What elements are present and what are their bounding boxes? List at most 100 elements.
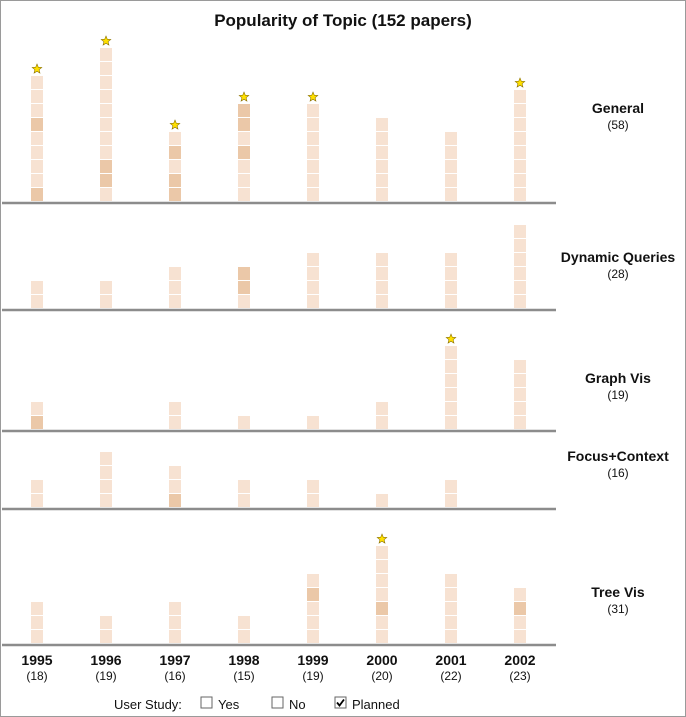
paper-block[interactable] [307, 295, 319, 308]
paper-block[interactable] [514, 388, 526, 401]
paper-block[interactable] [31, 630, 43, 643]
paper-block[interactable] [307, 630, 319, 643]
paper-block[interactable] [169, 160, 181, 173]
paper-block[interactable] [514, 146, 526, 159]
paper-block[interactable] [31, 616, 43, 629]
paper-block[interactable] [445, 480, 457, 493]
paper-block[interactable] [445, 346, 457, 359]
paper-block[interactable] [514, 402, 526, 415]
paper-block[interactable] [514, 160, 526, 173]
paper-block[interactable] [376, 267, 388, 280]
paper-block[interactable] [169, 494, 181, 507]
paper-block[interactable] [376, 494, 388, 507]
paper-block[interactable] [514, 174, 526, 187]
paper-block[interactable] [307, 616, 319, 629]
paper-block[interactable] [238, 494, 250, 507]
paper-block[interactable] [445, 360, 457, 373]
paper-block[interactable] [514, 267, 526, 280]
paper-block[interactable] [100, 188, 112, 201]
paper-block[interactable] [31, 132, 43, 145]
paper-block[interactable] [100, 48, 112, 61]
paper-block[interactable] [100, 494, 112, 507]
legend-checkbox-planned[interactable]: Planned [334, 696, 400, 712]
paper-block[interactable] [376, 132, 388, 145]
paper-block[interactable] [376, 160, 388, 173]
paper-block[interactable] [514, 225, 526, 238]
paper-block[interactable] [100, 160, 112, 173]
paper-block[interactable] [238, 480, 250, 493]
paper-block[interactable] [445, 574, 457, 587]
paper-block[interactable] [307, 267, 319, 280]
paper-block[interactable] [238, 267, 250, 280]
paper-block[interactable] [307, 574, 319, 587]
paper-block[interactable] [31, 118, 43, 131]
paper-block[interactable] [31, 174, 43, 187]
paper-block[interactable] [514, 374, 526, 387]
paper-block[interactable] [376, 174, 388, 187]
paper-block[interactable] [445, 402, 457, 415]
checkbox-box[interactable] [200, 696, 213, 709]
paper-block[interactable] [307, 416, 319, 429]
paper-block[interactable] [169, 480, 181, 493]
paper-block[interactable] [445, 267, 457, 280]
paper-block[interactable] [514, 104, 526, 117]
paper-block[interactable] [169, 174, 181, 187]
paper-block[interactable] [307, 104, 319, 117]
paper-block[interactable] [376, 118, 388, 131]
paper-block[interactable] [445, 295, 457, 308]
paper-block[interactable] [238, 416, 250, 429]
paper-block[interactable] [514, 588, 526, 601]
paper-block[interactable] [514, 630, 526, 643]
paper-block[interactable] [376, 574, 388, 587]
paper-block[interactable] [169, 616, 181, 629]
paper-block[interactable] [31, 494, 43, 507]
paper-block[interactable] [238, 118, 250, 131]
paper-block[interactable] [445, 602, 457, 615]
paper-block[interactable] [376, 253, 388, 266]
paper-block[interactable] [31, 146, 43, 159]
checkbox-box[interactable] [271, 696, 284, 709]
paper-block[interactable] [31, 90, 43, 103]
paper-block[interactable] [100, 630, 112, 643]
paper-block[interactable] [307, 253, 319, 266]
paper-block[interactable] [100, 616, 112, 629]
paper-block[interactable] [307, 480, 319, 493]
paper-block[interactable] [445, 374, 457, 387]
paper-block[interactable] [307, 146, 319, 159]
paper-block[interactable] [514, 416, 526, 429]
paper-block[interactable] [238, 146, 250, 159]
paper-block[interactable] [100, 118, 112, 131]
paper-block[interactable] [31, 281, 43, 294]
paper-block[interactable] [445, 388, 457, 401]
paper-block[interactable] [514, 602, 526, 615]
paper-block[interactable] [307, 174, 319, 187]
paper-block[interactable] [169, 132, 181, 145]
legend-checkbox-yes[interactable]: Yes [200, 696, 240, 712]
paper-block[interactable] [376, 546, 388, 559]
paper-block[interactable] [376, 588, 388, 601]
paper-block[interactable] [514, 281, 526, 294]
paper-block[interactable] [514, 188, 526, 201]
paper-block[interactable] [514, 90, 526, 103]
paper-block[interactable] [31, 160, 43, 173]
paper-block[interactable] [169, 188, 181, 201]
paper-block[interactable] [514, 118, 526, 131]
paper-block[interactable] [31, 104, 43, 117]
paper-block[interactable] [100, 174, 112, 187]
paper-block[interactable] [307, 188, 319, 201]
paper-block[interactable] [238, 630, 250, 643]
paper-block[interactable] [169, 416, 181, 429]
paper-block[interactable] [100, 104, 112, 117]
paper-block[interactable] [514, 360, 526, 373]
paper-block[interactable] [31, 188, 43, 201]
paper-block[interactable] [238, 160, 250, 173]
paper-block[interactable] [307, 118, 319, 131]
checkbox-box[interactable] [334, 696, 347, 709]
paper-block[interactable] [169, 630, 181, 643]
paper-block[interactable] [100, 466, 112, 479]
paper-block[interactable] [376, 616, 388, 629]
paper-block[interactable] [31, 402, 43, 415]
paper-block[interactable] [100, 281, 112, 294]
paper-block[interactable] [445, 253, 457, 266]
paper-block[interactable] [376, 602, 388, 615]
